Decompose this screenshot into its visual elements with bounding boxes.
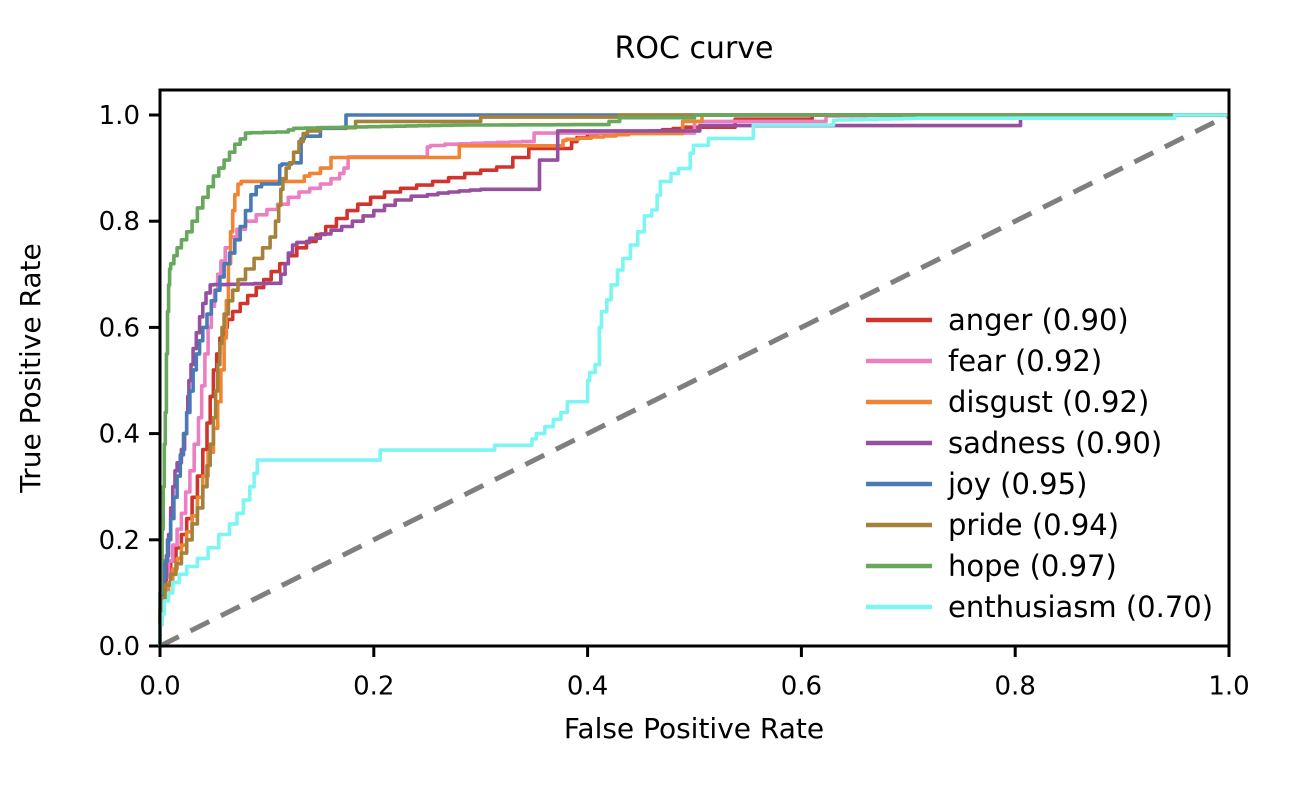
legend-item-joy: joy (0.95) bbox=[866, 467, 1087, 501]
legend-item-fear: fear (0.92) bbox=[866, 344, 1102, 378]
x-tick-label: 0.2 bbox=[353, 671, 394, 701]
legend-label-pride: pride (0.94) bbox=[948, 508, 1119, 542]
legend: anger (0.90) fear (0.92) disgust (0.92) sad… bbox=[866, 303, 1213, 624]
axes-frame bbox=[158, 88, 1231, 648]
legend-item-enthusiasm: enthusiasm (0.70) bbox=[866, 590, 1213, 624]
x-tick-label: 0.0 bbox=[139, 671, 180, 701]
x-tick-label: 0.8 bbox=[995, 671, 1036, 701]
legend-item-pride: pride (0.94) bbox=[866, 508, 1119, 542]
x-tick-label: 1.0 bbox=[1208, 671, 1249, 701]
x-tick-label: 0.6 bbox=[781, 671, 822, 701]
x-tick-label: 0.4 bbox=[567, 671, 608, 701]
legend-label-disgust: disgust (0.92) bbox=[948, 385, 1149, 419]
roc-curve-hope bbox=[158, 113, 1229, 646]
y-axis-label: True Positive Rate bbox=[14, 243, 47, 493]
roc-curve-disgust bbox=[158, 113, 1229, 646]
legend-item-anger: anger (0.90) bbox=[866, 303, 1129, 337]
x-axis-label: False Positive Rate bbox=[564, 712, 824, 745]
legend-label-sadness: sadness (0.90) bbox=[948, 426, 1162, 460]
chart-title: ROC curve bbox=[615, 31, 774, 66]
legend-label-anger: anger (0.90) bbox=[948, 303, 1129, 337]
chance-diagonal-line bbox=[158, 112, 1231, 649]
roc-curve-enthusiasm bbox=[158, 113, 1229, 646]
y-tick-label: 0.4 bbox=[99, 420, 140, 450]
legend-item-hope: hope (0.97) bbox=[866, 549, 1117, 583]
roc-curve-fear bbox=[158, 113, 1229, 646]
legend-label-enthusiasm: enthusiasm (0.70) bbox=[948, 590, 1213, 624]
y-tick-label: 0.6 bbox=[99, 313, 140, 343]
legend-label-hope: hope (0.97) bbox=[948, 549, 1117, 583]
legend-item-disgust: disgust (0.92) bbox=[866, 385, 1149, 419]
roc-curves bbox=[158, 112, 1231, 649]
legend-label-fear: fear (0.92) bbox=[948, 344, 1102, 378]
legend-label-joy: joy (0.95) bbox=[947, 467, 1087, 501]
axis-ticks: 0.0 0.2 0.4 0.6 0.8 1.0 0.0 0.2 0.4 0.6 0.8 1.0 bbox=[99, 101, 1250, 701]
y-tick-label: 0.0 bbox=[99, 632, 140, 662]
y-tick-label: 0.8 bbox=[99, 207, 140, 237]
legend-item-sadness: sadness (0.90) bbox=[866, 426, 1162, 460]
y-tick-label: 0.2 bbox=[99, 526, 140, 556]
roc-curve-pride bbox=[158, 113, 1229, 646]
y-tick-label: 1.0 bbox=[99, 101, 140, 131]
